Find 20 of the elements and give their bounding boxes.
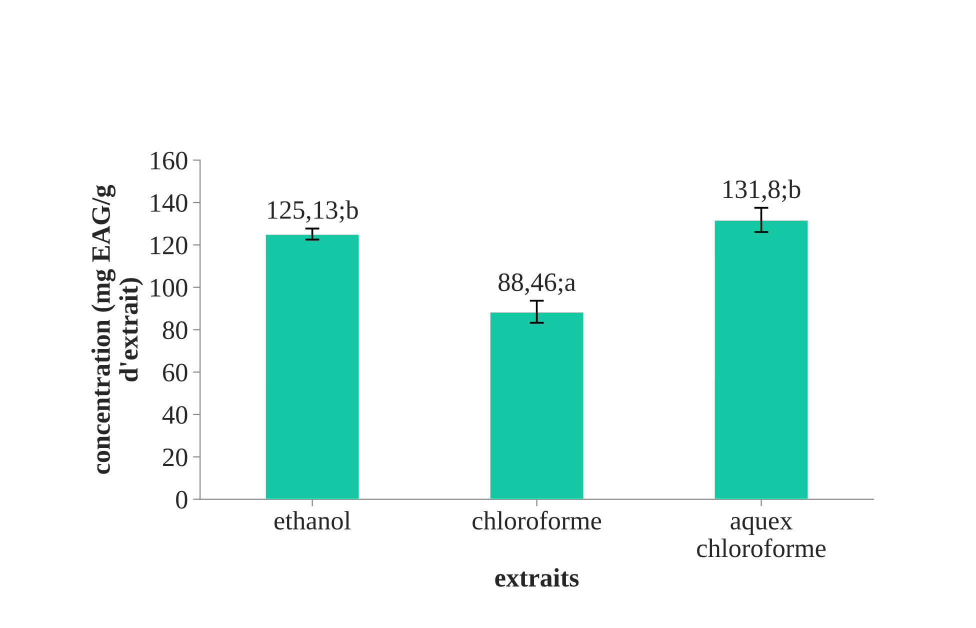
y-tick-label: 0 — [176, 490, 188, 509]
y-tick-label: 140 — [151, 194, 188, 212]
bar — [488, 311, 585, 500]
y-tick-label: 100 — [151, 278, 188, 297]
data-label: 125,13;b — [268, 200, 358, 223]
y-tick-label: 60 — [163, 364, 188, 382]
y-tick-label: 160 — [151, 152, 188, 170]
y-tick-label: 120 — [151, 236, 188, 254]
y-axis-title: concentration (mg EAG/g d'extrait) — [91, 184, 144, 474]
bar — [713, 219, 810, 500]
bar — [264, 233, 360, 500]
y-tick-label: 20 — [163, 448, 188, 466]
x-axis-title: extraits — [495, 568, 579, 587]
x-tick-label: aquex chloroforme — [697, 516, 826, 558]
data-label: 131,8;b — [724, 180, 800, 202]
x-tick-label: chloroforme — [472, 510, 602, 530]
data-label: 88,46;a — [498, 273, 576, 295]
y-tick-label: 80 — [162, 321, 188, 340]
y-tick-label: 40 — [162, 406, 188, 424]
x-tick-label: ethanol — [274, 511, 351, 530]
